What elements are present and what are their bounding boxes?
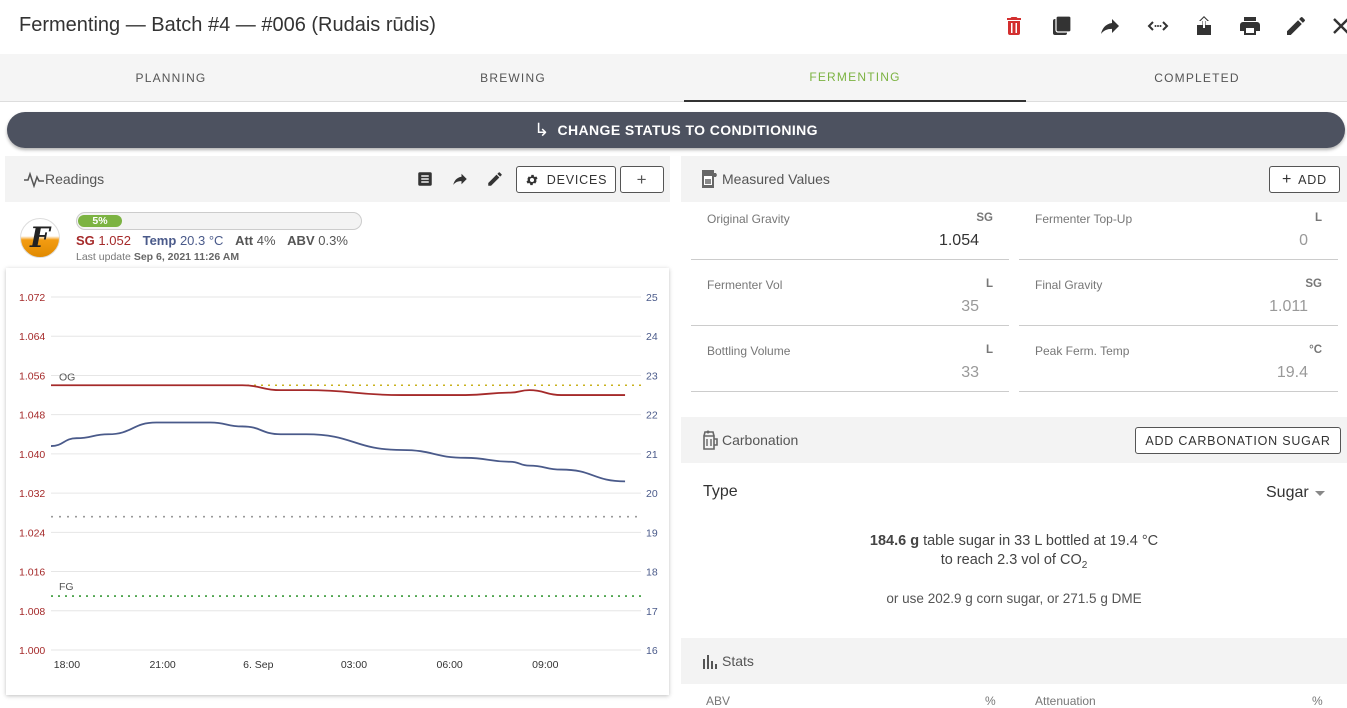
page-title: Fermenting — Batch #4 — #006 (Rudais rūd… [19, 14, 436, 36]
stats-abv-unit: % [985, 694, 996, 708]
y-right-tick-label: 19 [646, 527, 658, 539]
carbonation-alternatives: or use 202.9 g corn sugar, or 271.5 g DM… [886, 591, 1142, 606]
export-icon[interactable] [1191, 13, 1217, 39]
change-status-label: CHANGE STATUS TO CONDITIONING [557, 122, 818, 138]
y-right-tick-label: 20 [646, 488, 658, 500]
tab-completed[interactable]: COMPLETED [1154, 71, 1240, 85]
dropdown-arrow-icon [1314, 490, 1325, 496]
y-left-tick-label: 1.072 [19, 292, 45, 304]
x-tick-label: 06:00 [437, 659, 463, 671]
devices-label: DEVICES [546, 172, 608, 187]
stats-attenuation-label: Attenuation [1035, 694, 1096, 708]
status-tabs: PLANNING BREWING FERMENTING COMPLETED [0, 54, 1347, 102]
share-readings-icon[interactable] [449, 168, 471, 190]
y-right-tick-label: 22 [646, 410, 658, 422]
x-tick-label: 03:00 [341, 659, 367, 671]
y-right-tick-label: 24 [646, 331, 658, 343]
carbonation-title: Carbonation [722, 432, 799, 448]
y-left-tick-label: 1.024 [19, 527, 45, 539]
carbonation-header: Carbonation ADD CARBONATION SUGAR [681, 417, 1347, 463]
plus-icon: + [1282, 170, 1293, 188]
readings-chart-card: 1.072 25 1.064 24 1.056 23 1.048 22 1.040 21 1.032… [6, 268, 669, 695]
tab-fermenting[interactable]: FERMENTING [684, 54, 1026, 102]
stats-attenuation-unit: % [1312, 694, 1323, 708]
original-gravity-field[interactable]: Original Gravity SG 1.054 [691, 202, 1009, 260]
bottling-volume-field[interactable]: Bottling Volume L 33 [691, 334, 1009, 392]
readings-chart: 1.072 25 1.064 24 1.056 23 1.048 22 1.040 21 1.032… [19, 292, 658, 671]
share-icon[interactable] [1097, 13, 1123, 39]
hydrometer-logo: F [20, 218, 60, 258]
pulse-icon [24, 171, 44, 188]
readings-title: Readings [45, 171, 105, 187]
tab-brewing[interactable]: BREWING [480, 71, 546, 85]
y-left-tick-label: 1.032 [19, 488, 45, 500]
x-tick-label: 09:00 [532, 659, 558, 671]
y-left-tick-label: 1.064 [19, 331, 45, 343]
y-right-tick-label: 16 [646, 645, 658, 657]
print-icon[interactable] [1237, 13, 1263, 39]
fermenter-top-up-field[interactable]: Fermenter Top-Up L 0 [1019, 202, 1338, 260]
y-left-tick-label: 1.048 [19, 410, 45, 422]
y-left-tick-label: 1.056 [19, 370, 45, 382]
carbonation-result: 184.6 g table sugar in 33 L bottled at 1… [869, 533, 1159, 571]
y-right-tick-label: 23 [646, 370, 658, 382]
x-tick-label: 18:00 [54, 659, 80, 671]
og-label: OG [59, 371, 75, 383]
y-left-tick-label: 1.008 [19, 606, 45, 618]
stats-title: Stats [722, 653, 754, 669]
y-right-tick-label: 18 [646, 567, 658, 579]
measured-header: Measured Values + ADD [681, 156, 1347, 202]
y-left-tick-label: 1.040 [19, 449, 45, 461]
reading-summary: SG 1.052 Temp 20.3 °C Att 4% ABV 0.3% [76, 233, 348, 248]
redirect-arrow-icon: ↳ [534, 119, 550, 140]
add-reading-button[interactable]: + [620, 166, 664, 193]
temp-series-line [50, 421, 626, 483]
tab-planning[interactable]: PLANNING [135, 71, 207, 85]
change-status-button[interactable]: ↳ CHANGE STATUS TO CONDITIONING [7, 112, 1345, 148]
stats-abv-label: ABV [706, 694, 731, 708]
add-carbonation-sugar-button[interactable]: ADD CARBONATION SUGAR [1135, 427, 1341, 454]
embed-code-icon[interactable] [1145, 13, 1171, 39]
fermenter-vol-field[interactable]: Fermenter Vol L 35 [691, 268, 1009, 326]
carbonation-type-label: Type [703, 483, 738, 500]
notes-icon[interactable] [414, 168, 436, 190]
progress-fill: 5% [78, 215, 122, 227]
x-tick-label: 21:00 [149, 659, 175, 671]
carbonation-type-select[interactable]: Sugar [1266, 481, 1325, 505]
close-icon[interactable] [1328, 13, 1347, 39]
trash-icon[interactable] [1001, 13, 1027, 39]
bottle-cap-icon [703, 430, 718, 450]
gear-icon [526, 174, 538, 185]
x-tick-label: 6. Sep [243, 659, 274, 671]
last-update: Last update Sep 6, 2021 11:26 AM [76, 251, 240, 263]
attenuation-progress: 5% [76, 212, 362, 230]
stats-header: Stats [681, 638, 1347, 684]
y-right-tick-label: 17 [646, 606, 658, 618]
bar-chart-icon [703, 655, 717, 669]
edit-readings-icon[interactable] [484, 168, 506, 190]
y-left-tick-label: 1.016 [19, 567, 45, 579]
edit-icon[interactable] [1283, 13, 1309, 39]
fg-label: FG [59, 581, 74, 593]
peak-ferm-temp-field[interactable]: Peak Ferm. Temp °C 19.4 [1019, 334, 1338, 392]
final-gravity-field[interactable]: Final Gravity SG 1.011 [1019, 268, 1338, 326]
top-bar: Fermenting — Batch #4 — #006 (Rudais rūd… [0, 0, 1347, 54]
devices-button[interactable]: DEVICES [516, 166, 616, 193]
copy-icon[interactable] [1049, 13, 1075, 39]
readings-header: Readings DEVICES + [5, 156, 670, 202]
y-right-tick-label: 21 [646, 449, 658, 461]
add-measured-button[interactable]: + ADD [1269, 166, 1340, 193]
sg-series-line [51, 384, 626, 396]
fermenter-icon [702, 170, 717, 188]
measured-title: Measured Values [722, 171, 830, 187]
y-left-tick-label: 1.000 [19, 645, 45, 657]
y-right-tick-label: 25 [646, 292, 658, 304]
